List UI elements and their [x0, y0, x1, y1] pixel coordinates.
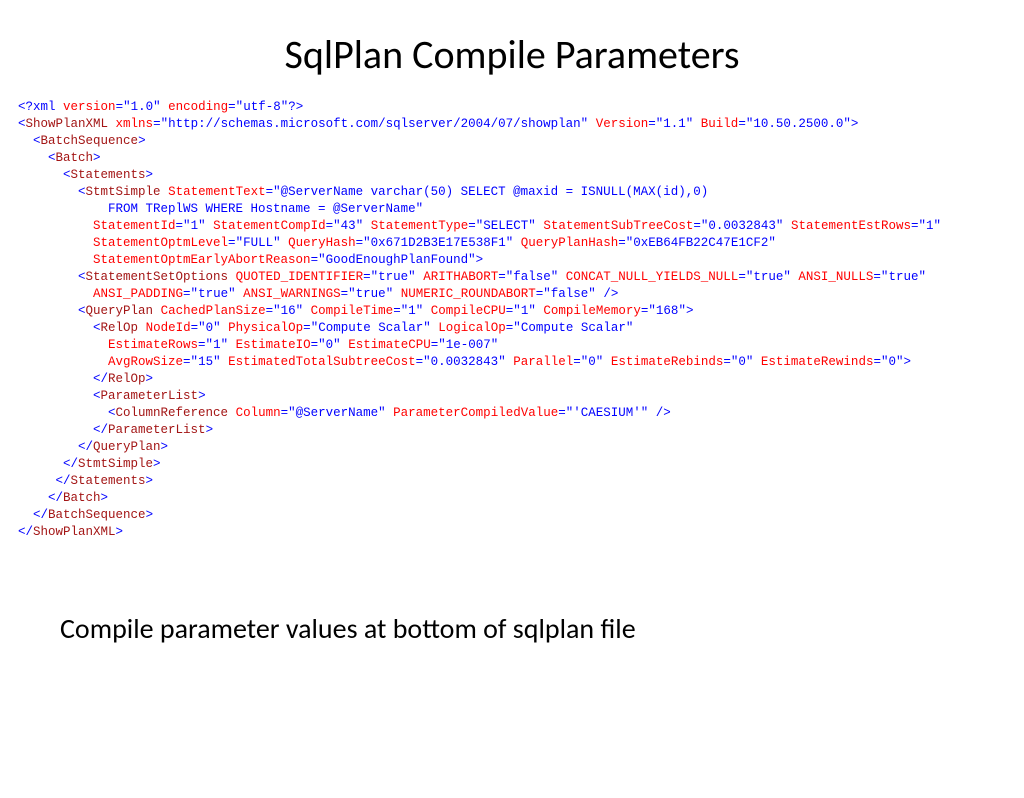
xml-encoding: utf-8 — [243, 100, 281, 114]
xml-version: 1.0 — [131, 100, 154, 114]
slide-title: SqlPlan Compile Parameters — [0, 30, 1024, 79]
xml-code-block: <?xml version="1.0" encoding="utf-8"?> <… — [0, 99, 1024, 541]
slide-caption: Compile parameter values at bottom of sq… — [60, 611, 1024, 646]
attr-xmlns: http://schemas.microsoft.com/sqlserver/2… — [168, 117, 581, 131]
tag-showplanxml: ShowPlanXML — [26, 117, 109, 131]
